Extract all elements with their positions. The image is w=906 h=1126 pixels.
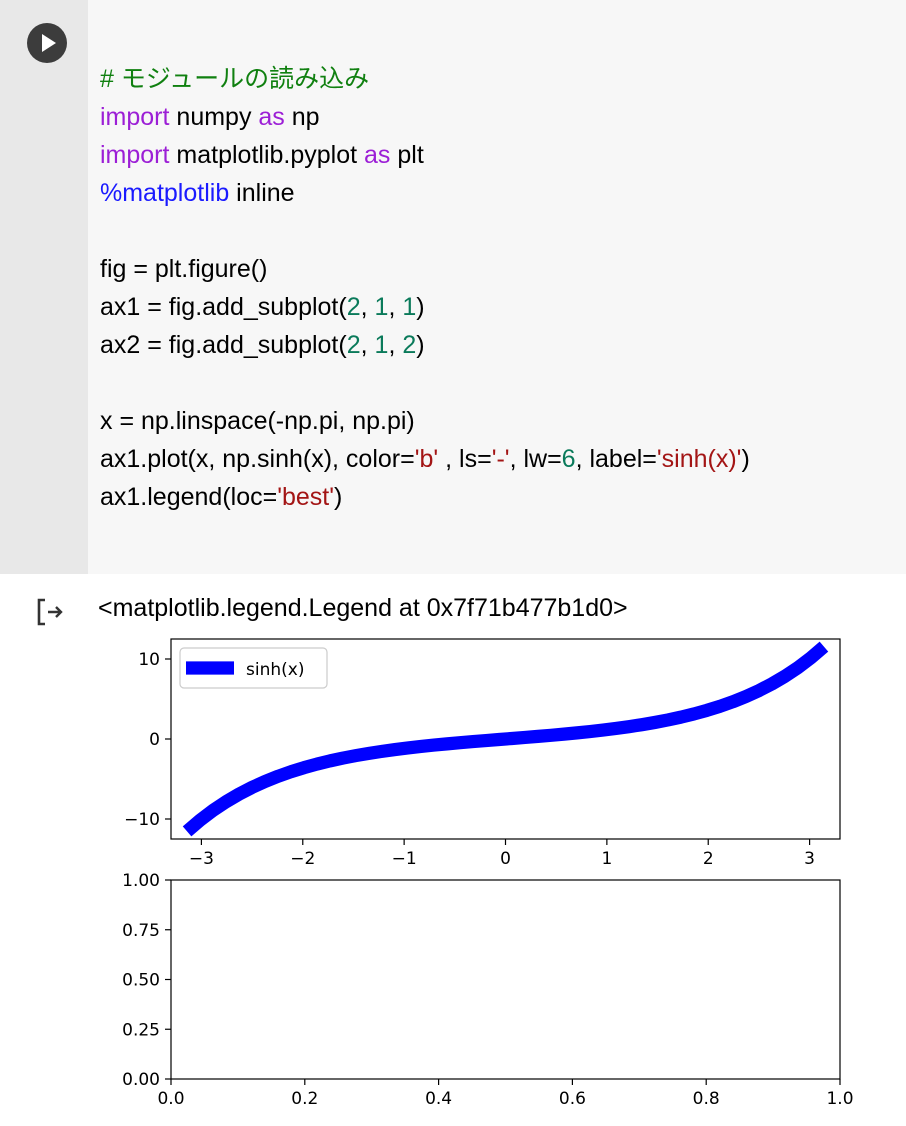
- code-token: , label=: [575, 445, 657, 473]
- code-token: as: [364, 141, 391, 169]
- legend-box: [179, 647, 328, 689]
- x-tick-label: 0.0: [157, 1089, 184, 1109]
- code-token: ): [416, 331, 425, 359]
- legend: sinh(x): [179, 647, 328, 689]
- y-tick-label: 1.00: [122, 871, 160, 891]
- code-line: # モジュールの読み込み: [100, 60, 750, 98]
- code-line: ax1.plot(x, np.sinh(x), color='b' , ls='…: [100, 440, 750, 478]
- code-token: fig = plt.figure(): [100, 255, 268, 283]
- code-token: ax1 = fig.add_subplot(: [100, 293, 347, 321]
- code-token: ): [334, 483, 343, 511]
- x-tick-label: 0.8: [693, 1089, 720, 1109]
- x-tick-label: −1: [392, 849, 417, 869]
- code-token: 'b': [414, 445, 439, 473]
- code-token: 6: [561, 445, 576, 473]
- y-tick-label: 0.25: [122, 1020, 160, 1040]
- y-tick-label: −10: [124, 810, 160, 830]
- code-cell[interactable]: # モジュールの読み込み import numpy as np import mat…: [0, 0, 906, 574]
- code-token: , lw=: [509, 445, 562, 473]
- code-line: ax1.legend(loc='best'): [100, 478, 750, 516]
- y-tick-label: 0.50: [122, 971, 160, 991]
- code-token: %matplotlib: [100, 179, 230, 207]
- code-token: ,: [388, 293, 403, 321]
- x-tick-label: 0.6: [559, 1089, 586, 1109]
- code-token: as: [258, 103, 285, 131]
- y-tick-label: 0: [149, 730, 160, 750]
- x-tick-label: 0.4: [425, 1089, 452, 1109]
- output-arrow-icon[interactable]: [36, 598, 66, 626]
- x-tick-label: 0.2: [291, 1089, 318, 1109]
- y-tick-label: 0.00: [122, 1070, 160, 1090]
- x-tick-label: 2: [703, 849, 714, 869]
- code-token: ax1.plot(x, np.sinh(x), color=: [100, 445, 415, 473]
- y-tick-label: 0.75: [122, 921, 160, 941]
- code-token: 2: [346, 293, 361, 321]
- code-token: ax2 = fig.add_subplot(: [100, 331, 347, 359]
- code-line: %matplotlib inline: [100, 174, 750, 212]
- cell-output: <matplotlib.legend.Legend at 0x7f71b477b…: [0, 574, 906, 1126]
- code-line: import matplotlib.pyplot as plt: [100, 136, 750, 174]
- code-token: import: [100, 103, 170, 131]
- code-token: ,: [360, 293, 375, 321]
- code-token: 'best': [277, 483, 335, 511]
- legend-label: sinh(x): [246, 660, 304, 680]
- code-token: numpy: [169, 103, 259, 131]
- code-token: # モジュールの読み込み: [100, 65, 370, 93]
- x-tick-label: 1: [601, 849, 612, 869]
- code-token: , ls=: [438, 445, 492, 473]
- x-tick-label: −3: [189, 849, 214, 869]
- code-token: np: [284, 103, 320, 131]
- code-token: inline: [229, 179, 295, 207]
- axes-frame: [170, 879, 841, 1080]
- code-line: x = np.linspace(-np.pi, np.pi): [100, 402, 750, 440]
- series-line-0: [182, 641, 829, 837]
- code-editor[interactable]: # モジュールの読み込み import numpy as np import mat…: [100, 60, 750, 516]
- run-cell-button[interactable]: [27, 23, 67, 63]
- code-token: 2: [402, 331, 417, 359]
- x-tick-label: 0: [500, 849, 511, 869]
- x-tick-label: 3: [804, 849, 815, 869]
- code-line: import numpy as np: [100, 98, 750, 136]
- code-token: ,: [360, 331, 375, 359]
- code-token: 2: [346, 331, 361, 359]
- x-tick-label: 1.0: [826, 1089, 853, 1109]
- code-token: import: [100, 141, 170, 169]
- code-token: plt: [390, 141, 424, 169]
- code-token: matplotlib.pyplot: [169, 141, 365, 169]
- code-token: 1: [402, 293, 417, 321]
- code-token: ,: [388, 331, 403, 359]
- y-tick-label: 10: [138, 650, 160, 670]
- code-token: 1: [374, 293, 389, 321]
- code-token: ): [416, 293, 425, 321]
- code-token: 1: [374, 331, 389, 359]
- code-line: ax2 = fig.add_subplot(2, 1, 2): [100, 326, 750, 364]
- output-text: <matplotlib.legend.Legend at 0x7f71b477b…: [98, 594, 628, 622]
- play-icon: [42, 34, 56, 52]
- code-token: ax1.legend(loc=: [100, 483, 278, 511]
- code-token: ): [741, 445, 750, 473]
- code-token: '-': [491, 445, 510, 473]
- x-tick-label: −2: [290, 849, 315, 869]
- code-line: fig = plt.figure(): [100, 250, 750, 288]
- axes-2: 0.0 0.2 0.4 0.6 0.8 1.0 1.00 0.75 0.50 0.25 0.00: [122, 871, 853, 1109]
- code-token: x = np.linspace(-np.pi, np.pi): [100, 407, 415, 435]
- code-token: 'sinh(x)': [656, 445, 742, 473]
- code-line: ax1 = fig.add_subplot(2, 1, 1): [100, 288, 750, 326]
- cell-gutter: [0, 0, 88, 574]
